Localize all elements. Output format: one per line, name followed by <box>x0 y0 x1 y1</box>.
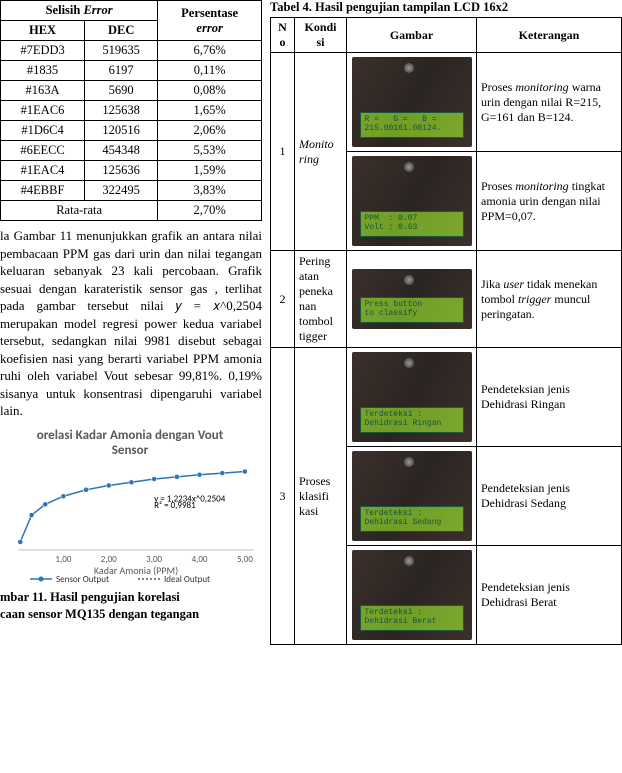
cell-dec: 454348 <box>85 141 158 161</box>
cell-hex: #1EAC6 <box>1 101 85 121</box>
cell-ket: Proses monitoring warna urin dengan nila… <box>477 53 622 152</box>
cell-no: 2 <box>271 251 295 348</box>
cell-pct: 5,53% <box>158 141 262 161</box>
error-table: Selisih Error Persentase error HEX DEC #… <box>0 0 262 221</box>
header-persentase: Persentase error <box>158 1 262 41</box>
cell-kondisi: Peringatanpenekanantomboltigger <box>295 251 347 348</box>
table-row: #1EAC41256361,59% <box>1 161 262 181</box>
cell-kondisi: Monitoring <box>295 53 347 251</box>
cell-gambar: Terdeteksi : Dehidrasi Ringan <box>347 348 477 447</box>
cell-gambar: Press button to classify <box>347 251 477 348</box>
cell-no: 1 <box>271 53 295 251</box>
chart-caption-line1: mbar 11. Hasil pengujian korelasi <box>0 590 262 605</box>
table-row: #183561970,11% <box>1 61 262 81</box>
cell-ket: Pendeteksian jenis Dehidrasi Ringan <box>477 348 622 447</box>
table-row: #1EAC61256381,65% <box>1 101 262 121</box>
cell-pct: 1,65% <box>158 101 262 121</box>
correlation-chart: orelasi Kadar Amonia dengan Vout Sensor … <box>0 428 260 588</box>
cell-hex: #7EDD3 <box>1 41 85 61</box>
cell-gambar: PPM : 0.07 Volt : 0.63 <box>347 152 477 251</box>
chart-title-line2: Sensor <box>0 443 260 458</box>
cell-dec: 519635 <box>85 41 158 61</box>
cell-dec: 322495 <box>85 181 158 201</box>
cell-hex: #163A <box>1 81 85 101</box>
cell-hex: #4EBBF <box>1 181 85 201</box>
paragraph-text: la Gambar 11 menunjukkan grafik an antar… <box>0 227 262 420</box>
table-row: #6EECC4543485,53% <box>1 141 262 161</box>
svg-text:4,00: 4,00 <box>192 554 208 565</box>
table4-title: Tabel 4. Hasil pengujian tampilan LCD 16… <box>270 0 622 15</box>
cell-pct: 0,11% <box>158 61 262 81</box>
lcd-photo: PPM : 0.07 Volt : 0.63 <box>352 156 472 246</box>
lcd-photo: Terdeteksi : Dehidrasi Ringan <box>352 352 472 442</box>
cell-gambar: Terdeteksi : Dehidrasi Berat <box>347 546 477 645</box>
persentase-word: Persentase <box>181 6 238 20</box>
svg-text:1,00: 1,00 <box>55 554 71 565</box>
lcd-photo: R = G = B = 215.00161.00124. <box>352 57 472 147</box>
cell-dec: 5690 <box>85 81 158 101</box>
cell-dec: 125636 <box>85 161 158 181</box>
cell-dec: 120516 <box>85 121 158 141</box>
chart-title-line1: orelasi Kadar Amonia dengan Vout <box>0 428 260 443</box>
cell-pct: 1,59% <box>158 161 262 181</box>
cell-no: 3 <box>271 348 295 645</box>
cell-hex: #1EAC4 <box>1 161 85 181</box>
th-kondisi: Kondisi <box>295 18 347 53</box>
cell-pct: 3,83% <box>158 181 262 201</box>
svg-text:Ideal Output: Ideal Output <box>164 574 210 585</box>
cell-hex: #1D6C4 <box>1 121 85 141</box>
header-dec: DEC <box>85 21 158 41</box>
table-row: #1D6C41205162,06% <box>1 121 262 141</box>
th-gambar: Gambar <box>347 18 477 53</box>
table-row: #163A56900,08% <box>1 81 262 101</box>
cell-gambar: Terdeteksi : Dehidrasi Sedang <box>347 447 477 546</box>
persentase-italic: error <box>196 21 222 35</box>
cell-hex: #1835 <box>1 61 85 81</box>
cell-pct: 6,76% <box>158 41 262 61</box>
selisih-word: Selisih <box>46 3 81 17</box>
selisih-italic: Error <box>83 3 112 17</box>
avg-value: 2,70% <box>158 201 262 221</box>
svg-text:5,00: 5,00 <box>237 554 253 565</box>
lcd-test-table: No Kondisi Gambar Keterangan 1Monitoring… <box>270 17 622 645</box>
avg-label: Rata-rata <box>1 201 158 221</box>
svg-text:Sensor Output: Sensor Output <box>56 574 109 585</box>
cell-ket: Pendeteksian jenis Dehidrasi Sedang <box>477 447 622 546</box>
header-selisih: Selisih Error <box>1 1 158 21</box>
cell-gambar: R = G = B = 215.00161.00124. <box>347 53 477 152</box>
cell-dec: 125638 <box>85 101 158 121</box>
cell-dec: 6197 <box>85 61 158 81</box>
cell-ket: Pendeteksian jenis Dehidrasi Berat <box>477 546 622 645</box>
th-ket: Keterangan <box>477 18 622 53</box>
lcd-photo: Press button to classify <box>352 269 472 329</box>
chart-caption-line2: caan sensor MQ135 dengan tegangan <box>0 607 262 622</box>
table-row: #4EBBF3224953,83% <box>1 181 262 201</box>
svg-text:R² = 0,9981: R² = 0,9981 <box>154 500 196 511</box>
chart-svg: 1,002,003,004,005,00Kadar Amonia (PPM)y … <box>0 458 260 588</box>
cell-hex: #6EECC <box>1 141 85 161</box>
cell-pct: 2,06% <box>158 121 262 141</box>
lcd-photo: Terdeteksi : Dehidrasi Sedang <box>352 451 472 541</box>
table-row: #7EDD35196356,76% <box>1 41 262 61</box>
cell-kondisi: Prosesklasifikasi <box>295 348 347 645</box>
lcd-photo: Terdeteksi : Dehidrasi Berat <box>352 550 472 640</box>
cell-ket: Jika user tidak menekan tombol trigger m… <box>477 251 622 348</box>
cell-pct: 0,08% <box>158 81 262 101</box>
cell-ket: Proses monitoring tingkat amonia urin de… <box>477 152 622 251</box>
header-hex: HEX <box>1 21 85 41</box>
th-no: No <box>271 18 295 53</box>
